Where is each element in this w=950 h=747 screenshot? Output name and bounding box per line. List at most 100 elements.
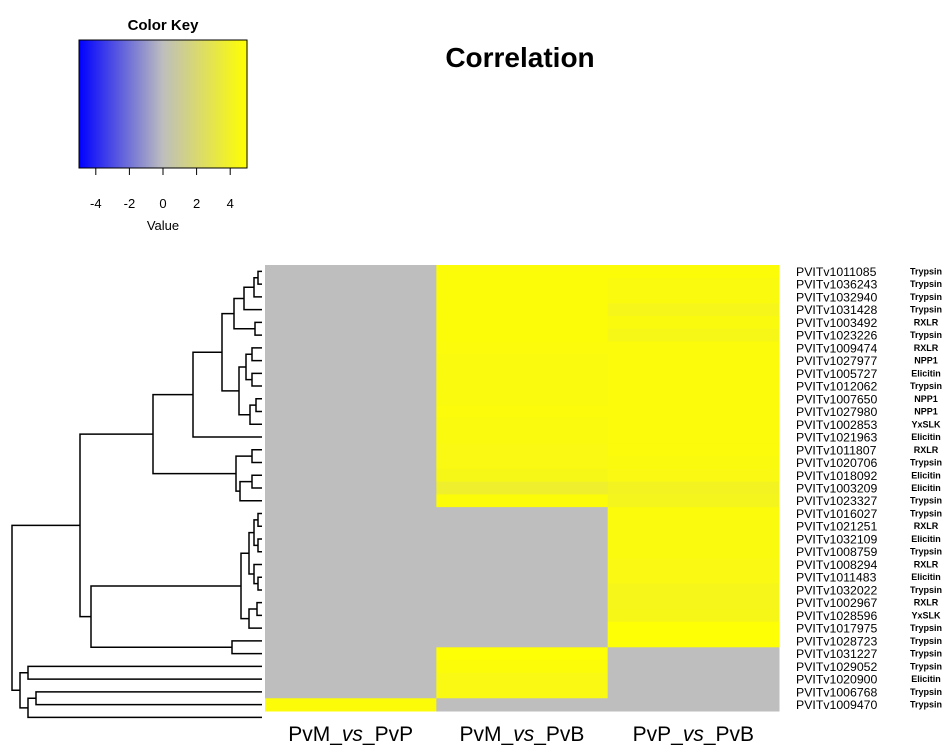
heatmap-cell <box>265 647 437 661</box>
row-label-family: Trypsin <box>910 700 942 710</box>
heatmap-cell <box>607 685 780 699</box>
heatmap-cell <box>436 660 609 674</box>
color-key-tick-label: 0 <box>159 196 166 211</box>
row-label-gene: PVITv1005727 <box>796 367 878 381</box>
row-label-gene: PVITv1036243 <box>796 278 878 292</box>
heatmap-cell <box>265 328 437 342</box>
row-label-family: Trypsin <box>910 649 942 659</box>
heatmap-cell <box>436 456 609 470</box>
heatmap-cell <box>265 685 437 699</box>
heatmap-cell <box>265 621 437 636</box>
heatmap-cell <box>607 660 780 674</box>
column-labels: PvM_vs_PvP PvM_vs_PvB PvP_vs_PvB <box>288 723 754 746</box>
heatmap-cell <box>436 532 609 546</box>
heatmap-cell <box>607 303 780 317</box>
heatmap-cell <box>265 570 437 585</box>
column-label: PvM_vs_PvP <box>288 723 413 746</box>
color-key-tick-label: -2 <box>124 196 136 211</box>
heatmap-cell <box>607 366 780 381</box>
heatmap-cell <box>607 609 780 623</box>
heatmap-cell <box>436 558 609 572</box>
row-label-family: Elicitin <box>911 674 941 684</box>
heatmap-cell <box>436 392 609 406</box>
heatmap-cell <box>607 265 780 279</box>
heatmap-cell <box>265 379 437 393</box>
heatmap-cell <box>607 558 780 572</box>
heatmap-cell <box>265 596 437 610</box>
heatmap-cell <box>436 672 609 687</box>
heatmap-cell <box>607 379 780 393</box>
row-label-family: Elicitin <box>911 534 941 544</box>
dendrogram-branch <box>90 585 241 649</box>
heatmap-cell <box>607 405 780 419</box>
color-key-tick-label: 2 <box>193 196 200 211</box>
dendrogram-branch <box>245 353 252 381</box>
row-label-gene: PVITv1021251 <box>796 520 878 534</box>
dendrogram-branch <box>152 393 236 475</box>
row-label-gene: PVITv1012062 <box>796 380 878 394</box>
row-label-family: RXLR <box>914 445 939 455</box>
row-label-gene: PVITv1011483 <box>796 571 877 585</box>
heatmap-cell <box>607 583 780 597</box>
row-label-family: Elicitin <box>911 483 941 493</box>
row-label-family: RXLR <box>914 317 939 327</box>
heatmap-cell <box>607 290 780 304</box>
dendrogram-branch <box>251 372 262 387</box>
row-label-family: Trypsin <box>910 292 942 302</box>
heatmap-cell <box>436 290 609 304</box>
row-label-gene: PVITv1020706 <box>796 456 878 470</box>
heatmap-cell <box>265 609 437 623</box>
row-label-gene: PVITv1011085 <box>796 265 877 279</box>
heatmap-cell <box>607 481 780 495</box>
heatmap-cell <box>436 698 609 712</box>
row-label-family: Trypsin <box>910 661 942 671</box>
row-label-family: Trypsin <box>910 330 942 340</box>
row-label-family: RXLR <box>914 343 939 353</box>
heatmap-cell <box>265 507 437 521</box>
row-label-gene: PVITv1027977 <box>796 354 878 368</box>
row-label-family: Trypsin <box>910 585 942 595</box>
dendrogram-branch <box>255 398 262 413</box>
heatmap-cells <box>265 265 780 712</box>
row-label-family: YxSLK <box>911 610 941 620</box>
heatmap-cell <box>436 685 609 699</box>
heatmap-cell <box>265 468 437 483</box>
heatmap-cell <box>436 583 609 597</box>
heatmap-cell <box>436 519 609 534</box>
row-labels: PVITv1011085 Trypsin PVITv1036243 Trypsin PV… <box>796 265 942 712</box>
row-label-family: Trypsin <box>910 279 942 289</box>
heatmap-cell <box>436 647 609 661</box>
row-label-gene: PVITv1009474 <box>796 341 878 355</box>
heatmap-cell <box>436 468 609 483</box>
row-label-gene: PVITv1028596 <box>796 609 878 623</box>
row-label-family: RXLR <box>914 598 939 608</box>
heatmap-cell <box>436 366 609 381</box>
heatmap-cell <box>265 303 437 317</box>
heatmap-cell <box>607 545 780 559</box>
heatmap-cell <box>265 366 437 381</box>
heatmap-cell <box>436 443 609 457</box>
color-key-title: Color Key <box>128 17 200 34</box>
heatmap-cell <box>265 698 437 712</box>
heatmap-cell <box>436 570 609 585</box>
column-label: PvP_vs_PvB <box>633 723 754 746</box>
dendrogram-branch <box>240 552 249 620</box>
color-key-xlabel: Value <box>147 218 179 233</box>
row-label-family: Trypsin <box>910 458 942 468</box>
row-label-gene: PVITv1021963 <box>796 431 878 445</box>
row-label-family: Elicitin <box>911 368 941 378</box>
row-label-gene: PVITv1020900 <box>796 673 878 687</box>
heatmap-cell <box>436 621 609 636</box>
row-label-family: Trypsin <box>910 687 942 697</box>
row-label-gene: PVITv1018092 <box>796 469 878 483</box>
row-label-family: RXLR <box>914 521 939 531</box>
heatmap-cell <box>265 341 437 355</box>
row-label-family: Trypsin <box>910 266 942 276</box>
heatmap-cell <box>607 647 780 661</box>
row-label-family: Trypsin <box>910 381 942 391</box>
heatmap-cell <box>607 621 780 636</box>
row-label-family: NPP1 <box>914 407 938 417</box>
chart-title: Correlation <box>445 42 594 73</box>
heatmap-cell <box>607 494 780 508</box>
